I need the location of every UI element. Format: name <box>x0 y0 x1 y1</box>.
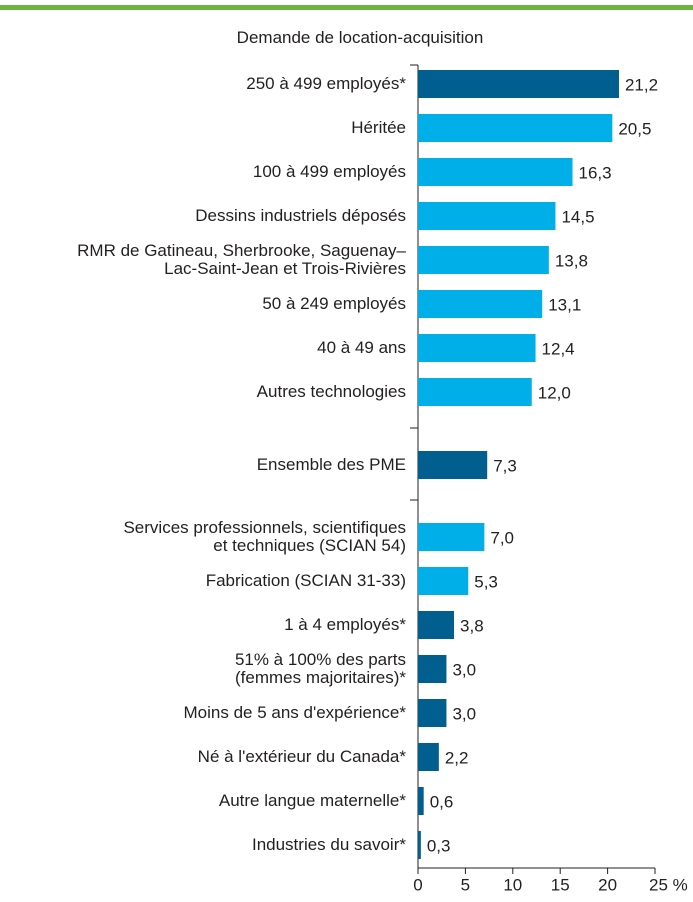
value-label: 0,6 <box>430 792 454 811</box>
bar <box>418 114 613 142</box>
x-tick-label: 0 <box>413 875 422 894</box>
bar <box>418 611 455 639</box>
x-tick-label: 5 <box>461 875 470 894</box>
bar <box>418 246 549 274</box>
category-label: Moins de 5 ans d'expérience* <box>183 703 407 722</box>
value-label: 12,4 <box>542 339 575 358</box>
x-tick-label: 25 % <box>649 875 688 894</box>
category-label: 40 à 49 ans <box>317 338 406 357</box>
value-label: 13,8 <box>555 251 588 270</box>
value-label: 7,3 <box>493 456 517 475</box>
category-label: 50 à 249 employés <box>262 294 406 313</box>
category-label: 1 à 4 employés* <box>284 615 406 634</box>
category-label: Autre langue maternelle* <box>218 791 406 810</box>
value-label: 12,0 <box>538 383 571 402</box>
value-label: 14,5 <box>561 207 594 226</box>
category-label: Autres technologies <box>256 382 406 401</box>
bar <box>418 743 439 771</box>
value-label: 21,2 <box>625 75 658 94</box>
bar <box>418 567 469 595</box>
bar <box>418 831 421 859</box>
category-label: 51% à 100% des parts (femmes majoritaire… <box>234 650 406 687</box>
bar <box>418 334 536 362</box>
value-label: 5,3 <box>474 572 498 591</box>
bar <box>418 699 447 727</box>
x-tick-label: 20 <box>598 875 617 894</box>
bar <box>418 523 485 551</box>
top-rule <box>0 5 693 10</box>
category-label: Fabrication (SCIAN 31-33) <box>205 571 406 590</box>
category-label: RMR de Gatineau, Sherbrooke, Saguenay– L… <box>77 241 406 278</box>
value-label: 3,0 <box>452 704 476 723</box>
value-label: 3,8 <box>460 616 484 635</box>
category-label: Services professionnels, scientifiques e… <box>123 518 406 555</box>
x-tick-label: 15 <box>551 875 570 894</box>
category-label: Héritée <box>351 118 406 137</box>
bar <box>418 158 573 186</box>
bar <box>418 787 424 815</box>
bar <box>418 451 488 479</box>
category-label: Dessins industriels déposés <box>195 206 406 225</box>
bar <box>418 378 532 406</box>
value-label: 7,0 <box>490 528 514 547</box>
bar <box>418 655 447 683</box>
category-label: Né à l'extérieur du Canada* <box>197 747 406 766</box>
value-label: 0,3 <box>427 836 451 855</box>
bar <box>418 70 619 98</box>
bar <box>418 202 556 230</box>
category-label: 250 à 499 employés* <box>246 74 406 93</box>
value-label: 16,3 <box>579 163 612 182</box>
value-label: 3,0 <box>452 660 476 679</box>
value-label: 2,2 <box>445 748 469 767</box>
chart-title: Demande de location-acquisition <box>236 28 484 47</box>
x-tick-label: 10 <box>503 875 522 894</box>
value-label: 20,5 <box>618 119 651 138</box>
value-label: 13,1 <box>548 295 581 314</box>
bar <box>418 290 543 318</box>
category-label: 100 à 499 employés <box>252 162 406 181</box>
category-label: Ensemble des PME <box>256 455 406 474</box>
category-label: Industries du savoir* <box>251 835 406 854</box>
